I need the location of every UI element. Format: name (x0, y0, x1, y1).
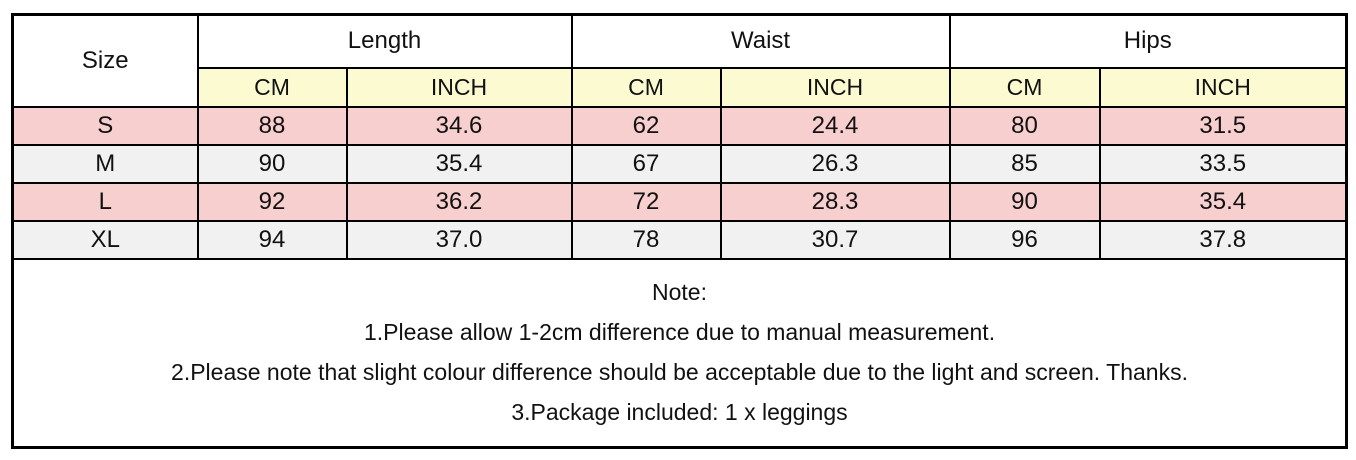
cell-length-inch: 36.2 (345, 181, 573, 222)
cell-waist-cm: 62 (570, 105, 722, 146)
size-chart: Size Length Waist Hips CM INCH CM INCH C… (11, 13, 1349, 449)
table-header: Size Length Waist Hips CM INCH CM INCH C… (11, 13, 1348, 108)
cell-waist-inch: 24.4 (719, 105, 951, 146)
cell-hips-inch: 33.5 (1098, 143, 1348, 184)
cell-waist-inch: 28.3 (719, 181, 951, 222)
cell-size: L (11, 181, 199, 222)
cell-length-cm: 94 (196, 219, 348, 260)
cell-hips-inch: 31.5 (1098, 105, 1348, 146)
cell-waist-cm: 72 (570, 181, 722, 222)
cell-hips-inch: 37.8 (1098, 219, 1348, 260)
cell-length-inch: 35.4 (345, 143, 573, 184)
header-unit-hips-cm: CM (948, 66, 1101, 108)
cell-hips-cm: 80 (948, 105, 1101, 146)
cell-waist-inch: 26.3 (719, 143, 951, 184)
cell-size: S (11, 105, 199, 146)
table-row: S 88 34.6 62 24.4 80 31.5 (11, 105, 1348, 146)
header-size: Size (11, 13, 199, 108)
note-line-1: 1.Please allow 1-2cm difference due to m… (363, 318, 996, 345)
cell-waist-inch: 30.7 (719, 219, 951, 260)
cell-hips-cm: 96 (948, 219, 1101, 260)
cell-size: XL (11, 219, 199, 260)
cell-length-inch: 34.6 (345, 105, 573, 146)
cell-hips-cm: 90 (948, 181, 1101, 222)
cell-hips-inch: 35.4 (1098, 181, 1348, 222)
table-row: L 92 36.2 72 28.3 90 35.4 (11, 181, 1348, 222)
table-body: S 88 34.6 62 24.4 80 31.5 M 90 35.4 67 2… (11, 105, 1348, 449)
cell-waist-cm: 78 (570, 219, 722, 260)
header-group-row: Size Length Waist Hips (11, 13, 1348, 108)
header-unit-length-inch: INCH (345, 66, 573, 108)
header-group-hips: Hips (948, 13, 1348, 69)
cell-length-cm: 88 (196, 105, 348, 146)
note-line-2: 2.Please note that slight colour differe… (171, 358, 1188, 385)
cell-size: M (11, 143, 199, 184)
cell-waist-cm: 67 (570, 143, 722, 184)
notes-row: Note: 1.Please allow 1-2cm difference du… (11, 257, 1348, 449)
notes-title: Note: (652, 278, 707, 305)
header-unit-waist-cm: CM (570, 66, 722, 108)
note-line-3: 3.Package included: 1 x leggings (511, 398, 848, 425)
header-unit-hips-inch: INCH (1098, 66, 1348, 108)
cell-length-cm: 92 (196, 181, 348, 222)
header-group-waist: Waist (570, 13, 951, 69)
cell-hips-cm: 85 (948, 143, 1101, 184)
notes-section: Note: 1.Please allow 1-2cm difference du… (11, 257, 1348, 449)
cell-length-cm: 90 (196, 143, 348, 184)
header-unit-length-cm: CM (196, 66, 348, 108)
table-row: M 90 35.4 67 26.3 85 33.5 (11, 143, 1348, 184)
table-row: XL 94 37.0 78 30.7 96 37.8 (11, 219, 1348, 260)
header-group-length: Length (196, 13, 573, 69)
size-chart-table: Size Length Waist Hips CM INCH CM INCH C… (11, 13, 1349, 449)
cell-length-inch: 37.0 (345, 219, 573, 260)
header-unit-waist-inch: INCH (719, 66, 951, 108)
header-unit-row: CM INCH CM INCH CM INCH (13, 66, 1348, 108)
